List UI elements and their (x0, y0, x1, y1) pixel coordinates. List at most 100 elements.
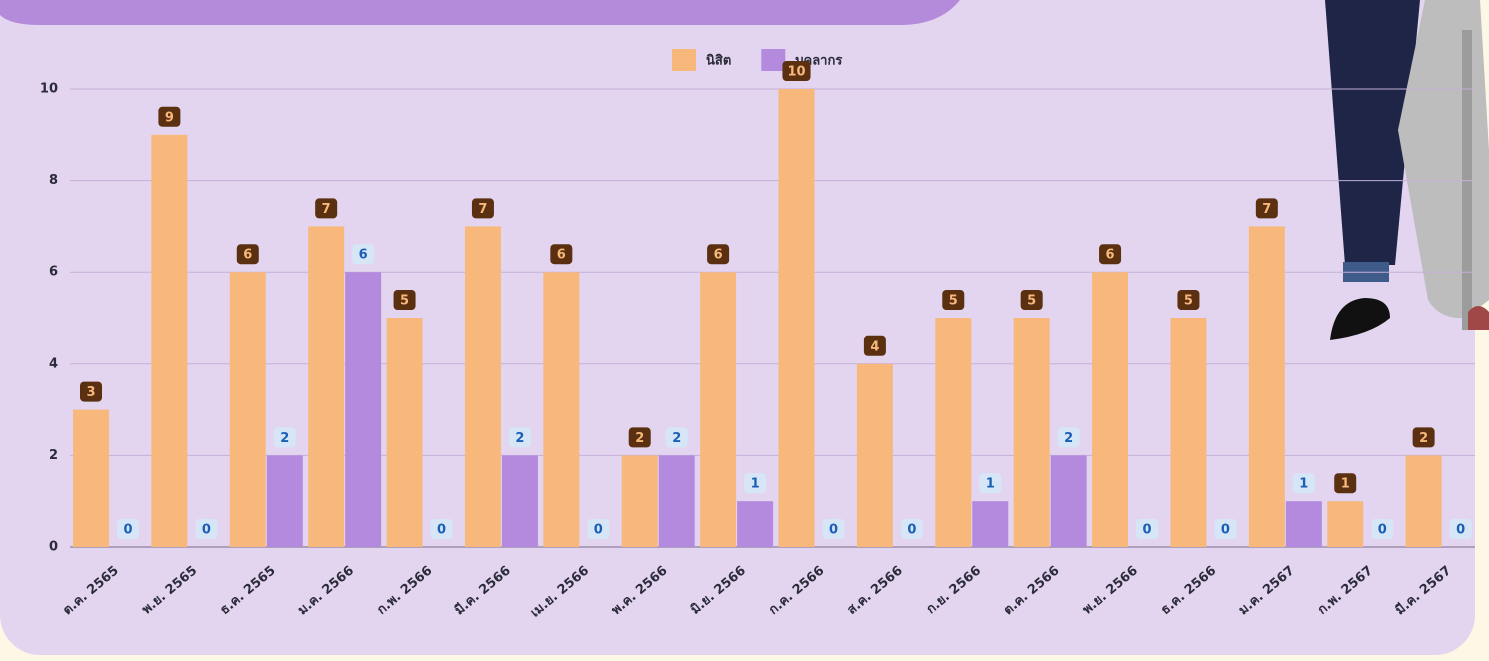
bar (1405, 455, 1442, 547)
value-label: 7 (322, 202, 331, 217)
value-label: 6 (359, 248, 368, 263)
value-label: 2 (1419, 431, 1428, 446)
bar (621, 455, 658, 547)
value-label-box (1136, 519, 1159, 539)
value-label-box (1371, 519, 1394, 539)
legend-swatch (672, 49, 696, 71)
bar (1248, 226, 1285, 547)
bar (1092, 272, 1129, 547)
bar (1285, 501, 1322, 547)
value-label: 9 (165, 110, 174, 125)
value-label-box (1020, 290, 1043, 310)
value-label: 0 (1378, 523, 1387, 538)
value-label-box (236, 244, 259, 265)
value-label: 0 (1221, 523, 1230, 538)
value-label-box (900, 519, 923, 539)
y-tick-label: 2 (49, 448, 58, 463)
value-label-box (315, 198, 338, 219)
bar (501, 455, 538, 547)
value-label-box (352, 244, 375, 265)
value-label: 0 (1456, 523, 1465, 538)
value-label: 1 (1341, 477, 1350, 492)
bar (972, 501, 1009, 547)
y-tick-label: 10 (40, 82, 58, 97)
value-label: 5 (1027, 294, 1036, 309)
value-label-box (1057, 427, 1080, 448)
value-label: 0 (123, 523, 132, 538)
bar (778, 89, 815, 547)
value-label-box (707, 244, 730, 265)
value-label: 6 (1106, 248, 1115, 263)
bar (386, 318, 423, 547)
value-label-box (942, 290, 965, 310)
value-label: 6 (243, 248, 252, 263)
value-label: 2 (1064, 431, 1073, 446)
value-label-box (1412, 427, 1435, 448)
value-label-box (863, 335, 886, 356)
value-label: 2 (672, 431, 681, 446)
legend-label: นิสิต (706, 54, 731, 69)
value-label-box (430, 519, 453, 539)
bar (1170, 318, 1207, 547)
value-label-box (1292, 473, 1315, 494)
value-label-box (628, 427, 651, 448)
value-label-box (393, 290, 416, 310)
value-label: 1 (986, 477, 995, 492)
value-label: 0 (202, 523, 211, 538)
value-label-box (273, 427, 296, 448)
value-label-box (550, 244, 573, 265)
value-label-box (782, 61, 811, 81)
value-label: 6 (557, 248, 566, 263)
value-label: 1 (751, 477, 760, 492)
value-label: 5 (1184, 294, 1193, 309)
value-label: 10 (787, 65, 805, 80)
bar (543, 272, 580, 547)
bar (229, 272, 266, 547)
value-label-box (1334, 473, 1357, 494)
value-label-box (1214, 519, 1237, 539)
value-label: 6 (714, 248, 723, 263)
bar (464, 226, 501, 547)
y-tick-label: 6 (49, 265, 58, 280)
illustration (1325, 0, 1489, 340)
value-label-box (508, 427, 531, 448)
value-label-box (587, 519, 610, 539)
y-tick-label: 8 (49, 173, 58, 188)
value-label-box (1255, 198, 1278, 219)
bar (266, 455, 303, 547)
bar (308, 226, 345, 547)
value-label: 5 (949, 294, 958, 309)
value-label-box (117, 519, 139, 539)
value-label: 2 (280, 431, 289, 446)
value-label: 7 (478, 202, 487, 217)
bar (73, 409, 109, 547)
y-tick-label: 4 (49, 356, 58, 371)
bar (856, 363, 893, 547)
bar (1327, 501, 1364, 547)
bar (658, 455, 695, 547)
bar (737, 501, 774, 547)
value-label: 3 (86, 385, 95, 400)
bar (151, 134, 188, 548)
bar (345, 272, 382, 547)
value-label-box (1449, 519, 1472, 539)
value-label: 2 (635, 431, 644, 446)
legend-swatch (761, 49, 786, 71)
value-label: 0 (437, 523, 446, 538)
header-banner (0, 0, 960, 25)
bar (935, 318, 972, 547)
value-label-box (1177, 290, 1200, 310)
value-label-box (80, 381, 102, 402)
value-label: 0 (907, 523, 916, 538)
value-label-box (665, 427, 688, 448)
value-label-box (195, 519, 218, 539)
value-label-box (1099, 244, 1122, 265)
bar (700, 272, 737, 547)
value-label: 7 (1262, 202, 1271, 217)
value-label-box (979, 473, 1002, 494)
value-label-box (744, 473, 767, 494)
value-label: 4 (870, 339, 879, 354)
bar (1013, 318, 1050, 547)
value-label: 2 (515, 431, 524, 446)
